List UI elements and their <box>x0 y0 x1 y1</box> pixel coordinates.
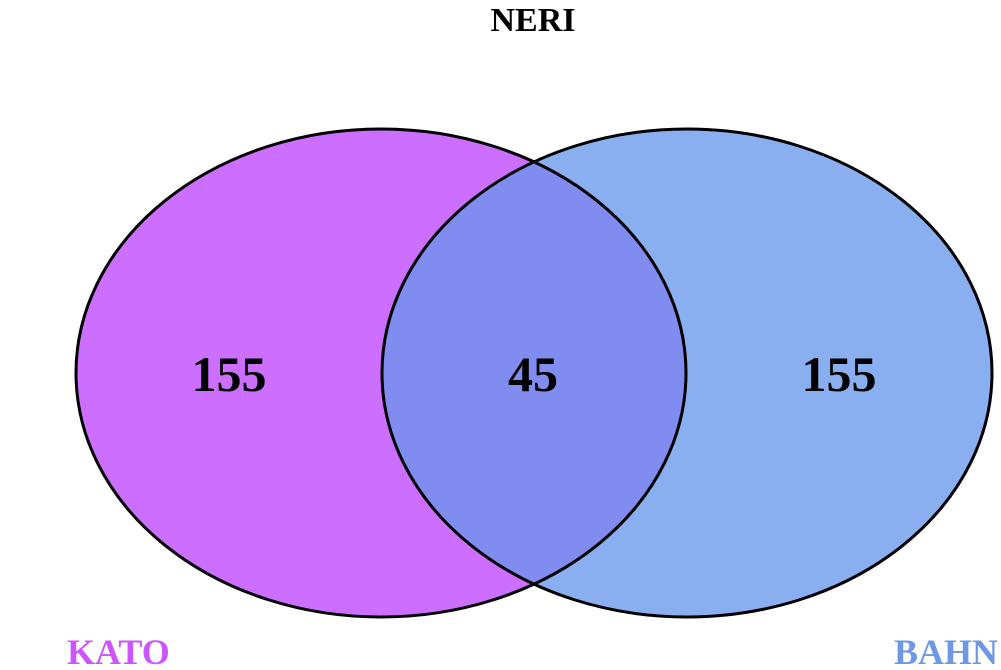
count-bahn-only: 155 <box>802 346 877 402</box>
set-bahn-outline <box>380 127 994 619</box>
count-intersection: 45 <box>508 346 558 402</box>
intersection-region <box>382 129 686 617</box>
set-label-bahn: BAHN <box>894 632 998 670</box>
set-kato-outline <box>74 127 688 619</box>
set-label-kato: KATO <box>67 632 170 670</box>
diagram-title: NERI <box>490 2 575 39</box>
count-kato-only: 155 <box>192 346 267 402</box>
